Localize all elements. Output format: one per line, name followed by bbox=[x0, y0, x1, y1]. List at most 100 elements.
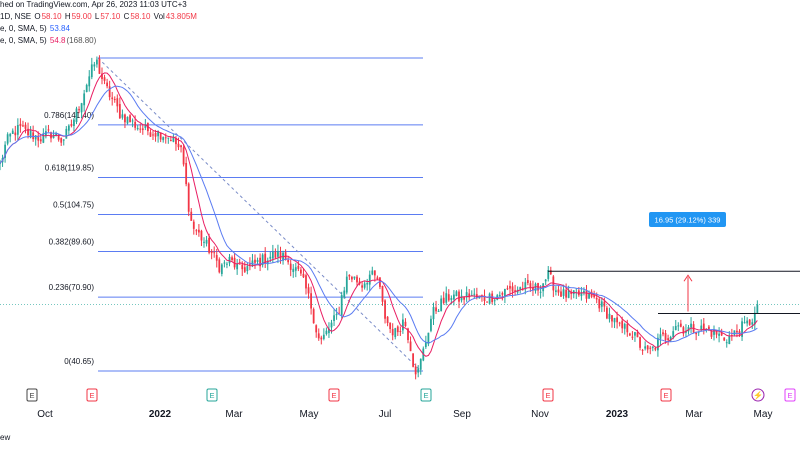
candle-body bbox=[702, 323, 705, 330]
candle-body bbox=[330, 322, 333, 328]
candle-body bbox=[213, 252, 216, 254]
candle-body bbox=[672, 331, 675, 338]
candle-body bbox=[134, 121, 137, 128]
candle-body bbox=[389, 322, 392, 330]
candle-body bbox=[322, 334, 325, 339]
candle-body bbox=[27, 128, 29, 136]
candle-body bbox=[333, 315, 335, 321]
candle-body bbox=[157, 130, 159, 137]
candle-body bbox=[460, 295, 463, 301]
candle-body bbox=[34, 135, 37, 140]
candle-body bbox=[348, 274, 351, 277]
candle-body bbox=[195, 230, 198, 232]
candle-body bbox=[519, 287, 522, 290]
volume-label: Vol bbox=[153, 12, 165, 21]
candle-body bbox=[152, 134, 154, 136]
candle-body bbox=[511, 286, 514, 292]
candle-body bbox=[412, 353, 414, 367]
candle-body bbox=[39, 139, 42, 142]
candle-body bbox=[723, 337, 726, 341]
candle-body bbox=[659, 334, 662, 339]
candle-body bbox=[567, 290, 570, 298]
candle-body bbox=[384, 300, 386, 319]
candle-body bbox=[756, 304, 759, 314]
candle-body bbox=[445, 293, 448, 303]
candle-body bbox=[198, 229, 200, 233]
candle-body bbox=[297, 265, 300, 269]
earnings-icon[interactable] bbox=[26, 388, 38, 402]
low-label: L bbox=[94, 12, 100, 21]
candle-body bbox=[363, 283, 366, 288]
candle-body bbox=[335, 314, 338, 316]
candle-body bbox=[593, 294, 596, 298]
candle-body bbox=[320, 337, 323, 340]
dividend-flash-icon[interactable] bbox=[751, 388, 765, 402]
candle-body bbox=[447, 294, 450, 301]
candle-body bbox=[534, 283, 537, 291]
open-value: 58.10 bbox=[41, 12, 62, 21]
candle-body bbox=[488, 293, 491, 304]
earnings-icon[interactable] bbox=[542, 388, 554, 402]
candle-body bbox=[139, 128, 142, 130]
candle-body bbox=[208, 237, 210, 253]
earnings-icon[interactable] bbox=[660, 388, 672, 402]
candle-body bbox=[674, 326, 677, 331]
candle-body bbox=[526, 280, 529, 284]
candle-body bbox=[136, 128, 139, 130]
candle-body bbox=[667, 338, 669, 341]
high-value: 59.00 bbox=[71, 12, 92, 21]
earnings-icon[interactable] bbox=[206, 388, 218, 402]
candle-body bbox=[720, 332, 723, 336]
earnings-icon[interactable] bbox=[784, 388, 796, 402]
earnings-icon[interactable] bbox=[420, 388, 432, 402]
candle-body bbox=[595, 297, 598, 300]
ma2-legend[interactable]: e, 0, SMA, 5) 54.8(168.80) bbox=[0, 36, 97, 45]
measure-badge[interactable] bbox=[649, 212, 726, 227]
candle-body bbox=[407, 328, 409, 341]
candle-body bbox=[708, 326, 710, 331]
candle-body bbox=[154, 132, 157, 137]
candle-body bbox=[623, 323, 626, 329]
candle-body bbox=[478, 296, 481, 299]
x-axis-tick-label: Mar bbox=[225, 409, 243, 420]
ma1-legend[interactable]: e, 0, SMA, 5) 53.84 bbox=[0, 24, 71, 33]
candle-body bbox=[626, 324, 629, 333]
candle-body bbox=[85, 84, 88, 92]
published-text: hed on TradingView.com, Apr 26, 2023 11:… bbox=[0, 0, 187, 9]
ma-fast-line[interactable] bbox=[0, 72, 758, 357]
candle-body bbox=[300, 269, 302, 274]
volume-value: 43.805M bbox=[165, 12, 197, 21]
candle-body bbox=[669, 336, 672, 341]
candle-body bbox=[409, 341, 412, 352]
candle-body bbox=[598, 299, 601, 309]
candle-body bbox=[47, 129, 50, 131]
candle-body bbox=[340, 295, 343, 316]
x-axis-tick-label: May bbox=[300, 409, 319, 420]
candle-body bbox=[514, 290, 516, 292]
candle-body bbox=[192, 221, 195, 229]
fib-trend-line[interactable] bbox=[97, 57, 422, 372]
candle-body bbox=[315, 325, 318, 333]
close-label: C bbox=[123, 12, 130, 21]
candle-body bbox=[169, 139, 172, 142]
candle-body bbox=[103, 77, 106, 81]
earnings-icon[interactable] bbox=[328, 388, 340, 402]
candle-body bbox=[50, 132, 52, 139]
candle-body bbox=[338, 312, 341, 314]
candle-body bbox=[437, 310, 440, 312]
candle-body bbox=[738, 331, 741, 335]
ma-slow-line[interactable] bbox=[0, 85, 758, 344]
open-label: O bbox=[34, 12, 41, 21]
fib-level-label-0: 0(40.65) bbox=[64, 357, 94, 366]
candle-body bbox=[264, 253, 267, 264]
earnings-icon[interactable] bbox=[86, 388, 98, 402]
candle-body bbox=[52, 134, 55, 139]
candle-body bbox=[55, 133, 57, 136]
candle-body bbox=[386, 316, 389, 324]
candle-body bbox=[294, 267, 297, 271]
candle-body bbox=[312, 309, 315, 324]
x-axis-tick-label: May bbox=[754, 409, 773, 420]
